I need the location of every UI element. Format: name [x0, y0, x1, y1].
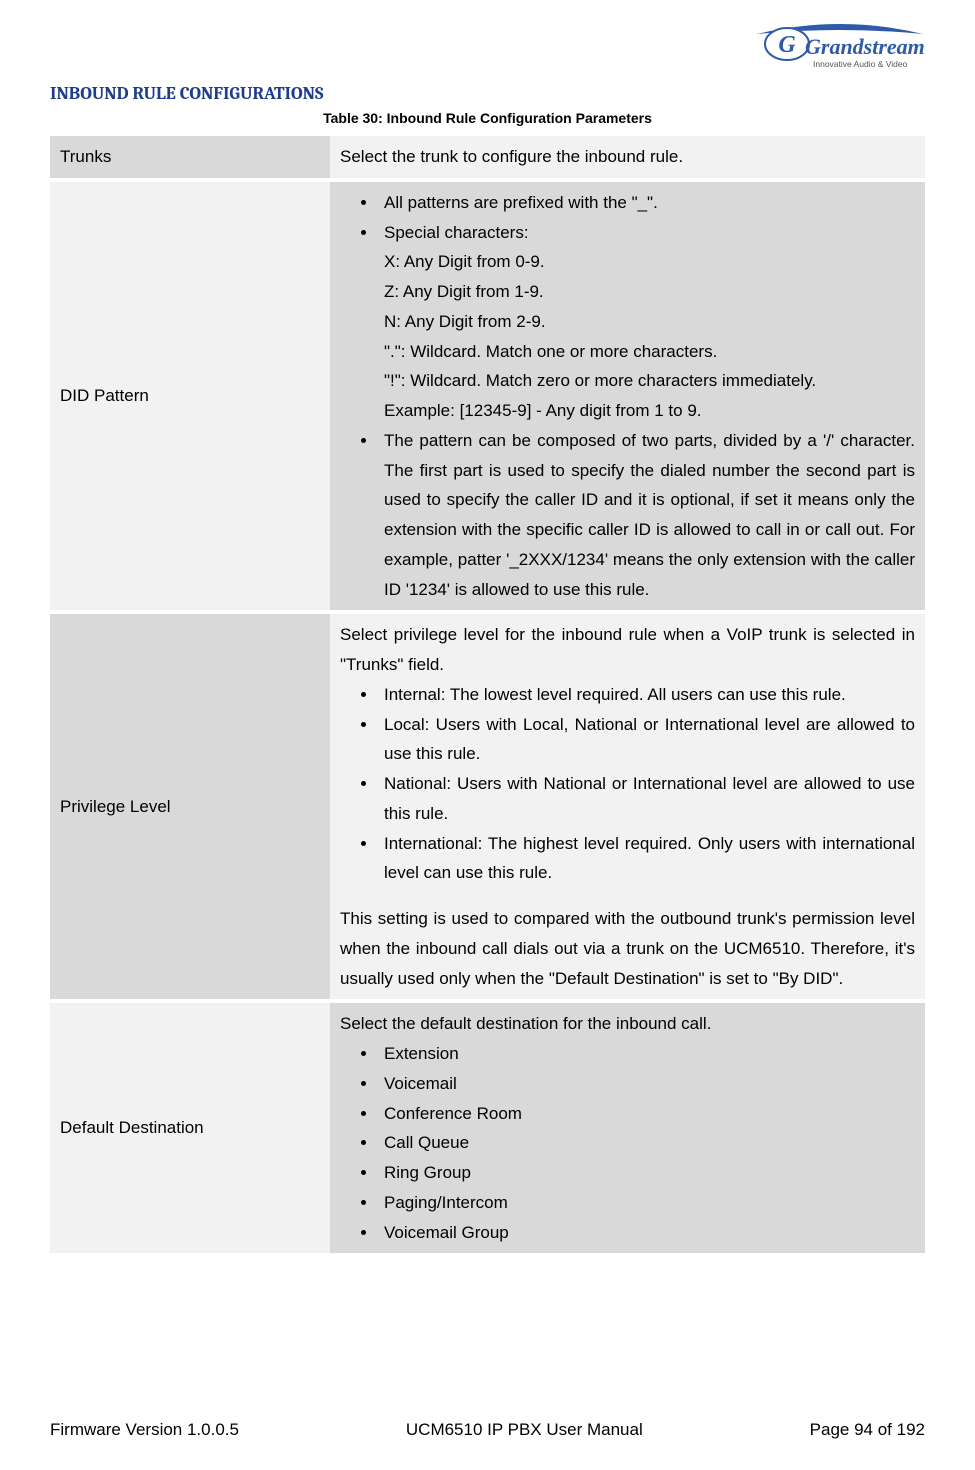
list-item: Internal: The lowest level required. All…: [378, 680, 915, 710]
did-sub: Example: [12345-9] - Any digit from 1 to…: [384, 396, 915, 426]
footer-manual-title: UCM6510 IP PBX User Manual: [406, 1420, 643, 1440]
did-sub: ".": Wildcard. Match one or more charact…: [384, 337, 915, 367]
list-item: The pattern can be composed of two parts…: [378, 426, 915, 605]
footer-firmware-version: Firmware Version 1.0.0.5: [50, 1420, 239, 1440]
priv-bullet-list: Internal: The lowest level required. All…: [340, 680, 915, 888]
row-desc-trunks: Select the trunk to configure the inboun…: [330, 136, 925, 178]
list-item: Special characters: X: Any Digit from 0-…: [378, 218, 915, 426]
list-item: Voicemail: [378, 1069, 915, 1099]
priv-intro: Select privilege level for the inbound r…: [340, 620, 915, 680]
logo-tagline: Innovative Audio & Video: [813, 59, 908, 69]
list-item: International: The highest level require…: [378, 829, 915, 889]
page-container: G Grandstream Innovative Audio & Video I…: [0, 0, 975, 1470]
list-item: Paging/Intercom: [378, 1188, 915, 1218]
config-table: Trunks Select the trunk to configure the…: [50, 132, 925, 1257]
list-item: Voicemail Group: [378, 1218, 915, 1248]
list-item: Extension: [378, 1039, 915, 1069]
list-item: Call Queue: [378, 1128, 915, 1158]
grandstream-logo: G Grandstream Innovative Audio & Video: [755, 20, 925, 75]
dest-bullet-list: Extension Voicemail Conference Room Call…: [340, 1039, 915, 1247]
row-desc-did-pattern: All patterns are prefixed with the "_". …: [330, 182, 925, 611]
page-footer: Firmware Version 1.0.0.5 UCM6510 IP PBX …: [50, 1420, 925, 1440]
did-sub: Z: Any Digit from 1-9.: [384, 277, 915, 307]
dest-intro: Select the default destination for the i…: [340, 1009, 915, 1039]
did-sub: "!": Wildcard. Match zero or more charac…: [384, 366, 915, 396]
table-row: Privilege Level Select privilege level f…: [50, 614, 925, 999]
list-item: All patterns are prefixed with the "_".: [378, 188, 915, 218]
row-label-trunks: Trunks: [50, 136, 330, 178]
logo-brand-text: Grandstream: [805, 34, 925, 59]
trunks-text: Select the trunk to configure the inboun…: [340, 147, 683, 166]
did-sub: N: Any Digit from 2-9.: [384, 307, 915, 337]
row-label-did-pattern: DID Pattern: [50, 182, 330, 611]
list-item: Local: Users with Local, National or Int…: [378, 710, 915, 770]
table-row: Default Destination Select the default d…: [50, 1003, 925, 1253]
table-title: Table 30: Inbound Rule Configuration Par…: [50, 110, 925, 126]
row-label-default-dest: Default Destination: [50, 1003, 330, 1253]
table-row: DID Pattern All patterns are prefixed wi…: [50, 182, 925, 611]
list-item: National: Users with National or Interna…: [378, 769, 915, 829]
row-desc-default-dest: Select the default destination for the i…: [330, 1003, 925, 1253]
did-special-chars-label: Special characters:: [384, 223, 529, 242]
section-heading: INBOUND RULE CONFIGURATIONS: [50, 83, 925, 104]
did-bullet-list: All patterns are prefixed with the "_". …: [340, 188, 915, 605]
row-desc-privilege: Select privilege level for the inbound r…: [330, 614, 925, 999]
list-item: Ring Group: [378, 1158, 915, 1188]
footer-page-number: Page 94 of 192: [810, 1420, 925, 1440]
row-label-privilege: Privilege Level: [50, 614, 330, 999]
logo-g-letter: G: [778, 32, 796, 58]
did-sub: X: Any Digit from 0-9.: [384, 247, 915, 277]
list-item: Conference Room: [378, 1099, 915, 1129]
logo-wrap: G Grandstream Innovative Audio & Video: [50, 20, 925, 75]
priv-outro: This setting is used to compared with th…: [340, 904, 915, 993]
table-row: Trunks Select the trunk to configure the…: [50, 136, 925, 178]
